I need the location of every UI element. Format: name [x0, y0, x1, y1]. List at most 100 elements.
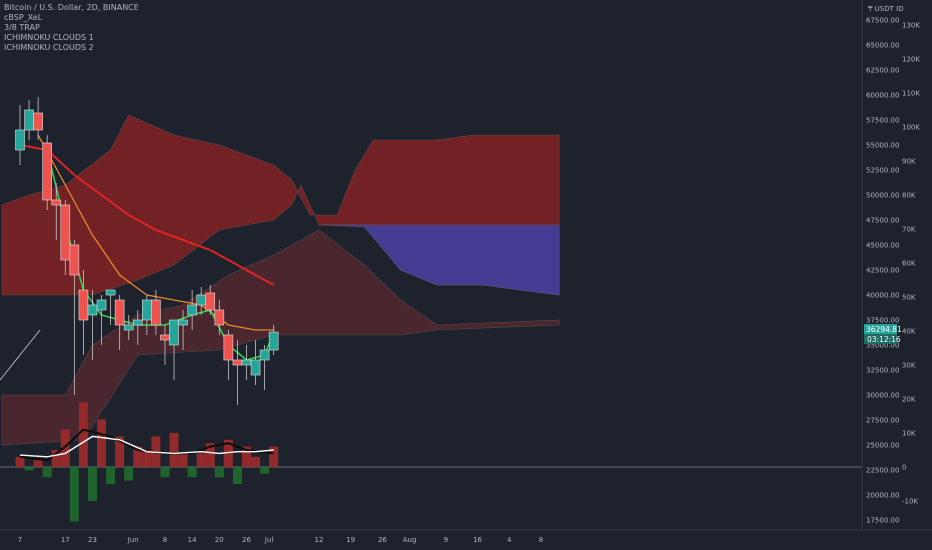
oscillator-bar	[42, 467, 52, 478]
time-tick-label: 17	[61, 536, 70, 544]
oscillator-tick-label: 130K	[902, 22, 920, 30]
candle[interactable]	[205, 285, 216, 315]
candle[interactable]	[96, 295, 107, 345]
oscillator-tick-label: 100K	[902, 124, 920, 132]
indicator-ichimoku-1[interactable]: ICHIMNOKU CLOUDS 1	[4, 33, 94, 42]
oscillator-pane	[0, 402, 862, 522]
oscillator-bar	[97, 419, 107, 467]
time-tick-label: 7	[18, 536, 22, 544]
candle-body	[169, 319, 179, 346]
time-tick-label: 4	[507, 536, 512, 544]
candle[interactable]	[250, 340, 261, 385]
time-tick-label: 8	[163, 536, 167, 544]
candle[interactable]	[268, 325, 279, 355]
candle-body	[160, 334, 170, 341]
price-tick-label: 50000.00	[866, 192, 899, 200]
time-axis[interactable]: 7 17 23 Jun 8 14 20 26 Jul 12 19 26 Aug 9 16 4 8	[18, 536, 543, 544]
candle[interactable]	[60, 200, 71, 275]
candle[interactable]	[187, 290, 197, 330]
oscillator-bar	[87, 467, 97, 501]
candle[interactable]	[33, 97, 43, 140]
price-tick-label: 57500.00	[866, 117, 899, 125]
price-tick-label: 20000.00	[866, 492, 899, 500]
price-tick-label: 65000.00	[866, 42, 899, 50]
price-tick-label: 40000.00	[866, 292, 899, 300]
candle-body	[241, 359, 252, 366]
indicator-cbsp[interactable]: cBSP_XeL	[4, 13, 43, 22]
candle[interactable]	[178, 310, 188, 350]
candle-body	[123, 324, 134, 331]
candle-body	[250, 359, 261, 376]
oscillator-bar	[169, 433, 179, 467]
candle-body	[24, 109, 34, 131]
price-tick-label: 47500.00	[866, 217, 899, 225]
price-tick-label: 52500.00	[866, 167, 899, 175]
price-tick-label: 22500.00	[866, 467, 899, 475]
price-tick-label: 32500.00	[866, 367, 899, 375]
candle[interactable]	[15, 105, 25, 165]
ichimoku-bull-cloud	[318, 224, 560, 296]
currency-label[interactable]: ₸ USDT ID	[868, 5, 904, 13]
indicator-ichimoku-2[interactable]: ICHIMNOKU CLOUDS 2	[4, 43, 94, 52]
candle[interactable]	[105, 289, 116, 325]
candle[interactable]	[214, 300, 225, 335]
oscillator-bar	[124, 467, 134, 481]
candle[interactable]	[114, 295, 125, 350]
indicator-trap[interactable]: 3/8 TRAP	[4, 23, 40, 32]
candle[interactable]	[123, 315, 134, 340]
candle[interactable]	[259, 345, 270, 390]
time-tick-label: Jul	[264, 536, 274, 544]
time-tick-label: 19	[346, 536, 355, 544]
ma-orange-line	[37, 134, 274, 331]
oscillator-tick-label: 110K	[902, 90, 920, 98]
time-tick-label: 9	[444, 536, 448, 544]
time-tick-label: 16	[473, 536, 482, 544]
candle[interactable]	[169, 319, 179, 380]
oscillator-tick-label: 50K	[902, 294, 916, 302]
time-tick-label: 20	[215, 536, 224, 544]
candle[interactable]	[132, 310, 143, 345]
oscillator-bar	[115, 436, 125, 467]
price-axis[interactable]: 67500.00 65000.00 62500.00 60000.00 57500.00…	[866, 17, 899, 525]
oscillator-bar	[33, 460, 43, 467]
oscillator-axis[interactable]: 130K 120K 110K 100K 90K 80K 70K 60K 50K 40K 30K 20K…	[902, 22, 920, 506]
candle-body	[132, 319, 143, 326]
candle[interactable]	[69, 240, 80, 395]
current-price-badge: 36294.81 03:12:16	[864, 324, 902, 344]
candle[interactable]	[51, 183, 62, 240]
time-tick-label: 26	[242, 536, 251, 544]
oscillator-bar	[251, 456, 261, 467]
candle[interactable]	[151, 290, 161, 335]
price-badge-bg	[864, 324, 897, 334]
oscillator-bar	[260, 467, 270, 474]
price-tick-label: 37500.00	[866, 317, 899, 325]
oscillator-tick-label: -10K	[902, 498, 918, 506]
candle-body	[223, 334, 234, 361]
price-tick-label: 35000.00	[866, 342, 899, 350]
oscillator-tick-label: 30K	[902, 362, 916, 370]
price-tick-label: 25000.00	[866, 442, 899, 450]
time-tick-label: 12	[315, 536, 324, 544]
candle-body	[78, 289, 89, 321]
oscillator-bar	[133, 446, 143, 467]
price-tick-label: 45000.00	[866, 242, 899, 250]
price-tick-label: 60000.00	[866, 92, 899, 100]
candle-body	[151, 299, 161, 326]
oscillator-tick-label: 0	[902, 464, 906, 472]
price-tick-label: 62500.00	[866, 67, 899, 75]
oscillator-bar	[187, 467, 197, 478]
price-candles[interactable]	[15, 97, 279, 405]
candle-body	[69, 244, 80, 276]
candle[interactable]	[223, 330, 234, 380]
oscillator-bar	[142, 450, 152, 467]
symbol-title[interactable]: Bitcoin / U.S. Dollar, 2D, BINANCE	[4, 3, 139, 12]
candle[interactable]	[42, 135, 52, 210]
oscillator-bar	[78, 402, 88, 467]
oscillator-bar	[106, 467, 116, 484]
candle-body	[60, 204, 71, 261]
ichimoku-clouds	[0, 114, 560, 446]
price-tick-label: 42500.00	[866, 267, 899, 275]
candle-body	[178, 319, 188, 326]
chart-legend: Bitcoin / U.S. Dollar, 2D, BINANCE cBSP_…	[4, 3, 139, 53]
